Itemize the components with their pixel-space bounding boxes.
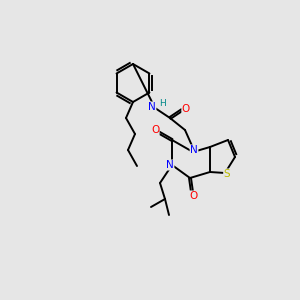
Text: N: N: [166, 160, 174, 170]
Text: O: O: [189, 191, 197, 201]
Text: S: S: [224, 169, 230, 179]
Text: N: N: [148, 102, 156, 112]
Text: O: O: [182, 104, 190, 114]
Text: O: O: [151, 125, 159, 135]
Text: H: H: [159, 98, 165, 107]
Text: N: N: [190, 145, 198, 155]
